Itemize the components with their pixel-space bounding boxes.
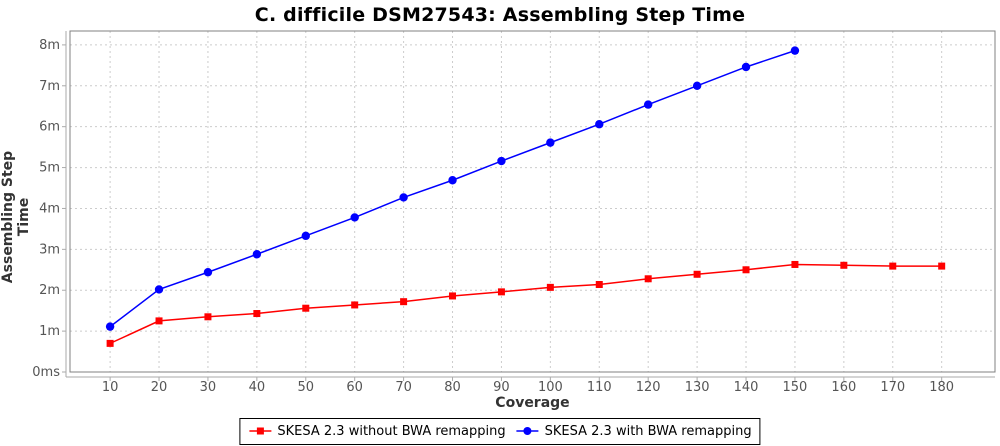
x-tick-label: 20 xyxy=(151,380,168,395)
data-point xyxy=(252,250,262,259)
series-circle xyxy=(105,46,800,331)
data-point xyxy=(595,120,604,129)
legend-circle-marker-icon xyxy=(516,422,540,441)
data-point xyxy=(106,339,114,347)
legend: SKESA 2.3 without BWA remapping SKESA 2.… xyxy=(239,418,761,445)
x-tick-label: 150 xyxy=(783,380,808,395)
series-line-0 xyxy=(109,263,942,345)
data-point xyxy=(449,292,457,300)
data-point xyxy=(840,261,848,269)
x-tick-label: 160 xyxy=(831,380,856,395)
x-tick-label: 60 xyxy=(346,380,363,395)
data-point xyxy=(154,285,164,294)
data-point xyxy=(204,313,212,321)
series-square xyxy=(106,260,946,347)
data-point xyxy=(644,275,652,283)
y-tick-label: 5m xyxy=(39,161,60,176)
data-point xyxy=(889,262,897,270)
data-point xyxy=(497,288,505,296)
y-tick-label: 1m xyxy=(39,324,60,339)
x-tick-label: 80 xyxy=(444,380,461,395)
data-point xyxy=(400,298,408,306)
data-point xyxy=(105,322,115,331)
y-tick-label: 8m xyxy=(39,38,60,53)
data-point xyxy=(741,62,751,72)
legend-label: SKESA 2.3 without BWA remapping xyxy=(277,424,506,439)
x-tick-label: 40 xyxy=(249,380,266,395)
x-tick-label: 70 xyxy=(395,380,412,395)
x-tick-label: 90 xyxy=(493,380,510,395)
y-axis-title: Assembling Step Time xyxy=(0,150,32,284)
y-tick-label: 2m xyxy=(39,283,60,298)
data-point xyxy=(448,176,457,185)
data-point xyxy=(399,193,408,202)
data-point xyxy=(497,156,506,166)
axes: 10 20 30 40 50 60 70 80 90 100 110 120 130 140 150 160 1… xyxy=(32,31,995,395)
data-point xyxy=(203,268,213,277)
plot-border xyxy=(69,30,996,373)
y-tick-label: 7m xyxy=(39,79,60,94)
legend-label: SKESA 2.3 with BWA remapping xyxy=(544,424,752,439)
data-point xyxy=(693,270,701,278)
x-axis-title: Coverage xyxy=(495,395,570,411)
data-point xyxy=(791,260,799,268)
data-point xyxy=(546,138,555,147)
data-point xyxy=(742,266,750,274)
y-tick-label: 6m xyxy=(39,120,60,135)
y-tick-label: 0ms xyxy=(32,365,60,380)
data-point xyxy=(643,100,653,109)
gridlines xyxy=(70,31,995,373)
x-tick-label: 170 xyxy=(880,380,905,395)
x-tick-label: 120 xyxy=(636,380,661,395)
x-tick-label: 130 xyxy=(685,380,710,395)
data-point xyxy=(301,231,310,241)
data-point xyxy=(351,301,359,309)
x-tick-label: 10 xyxy=(102,380,119,395)
data-point xyxy=(546,283,554,291)
data-point xyxy=(155,317,163,325)
data-point xyxy=(253,310,261,318)
x-tick-label: 180 xyxy=(929,380,954,395)
data-point xyxy=(938,262,946,270)
data-point xyxy=(692,81,702,90)
y-tick-label: 3m xyxy=(39,242,60,257)
data-point xyxy=(302,304,310,312)
data-point xyxy=(790,46,800,55)
chart-title: C. difficile DSM27543: Assembling Step T… xyxy=(254,4,746,26)
x-tick-label: 140 xyxy=(734,380,759,395)
x-tick-label: 110 xyxy=(587,380,612,395)
data-point xyxy=(350,213,359,222)
legend-item-with-bwa: SKESA 2.3 with BWA remapping xyxy=(516,422,752,441)
x-tick-label: 50 xyxy=(298,380,315,395)
x-tick-label: 30 xyxy=(200,380,217,395)
y-tick-label: 4m xyxy=(39,201,60,216)
x-tick-label: 100 xyxy=(538,380,563,395)
data-point xyxy=(595,281,603,289)
legend-square-marker-icon xyxy=(248,422,272,441)
legend-item-without-bwa: SKESA 2.3 without BWA remapping xyxy=(248,422,506,441)
